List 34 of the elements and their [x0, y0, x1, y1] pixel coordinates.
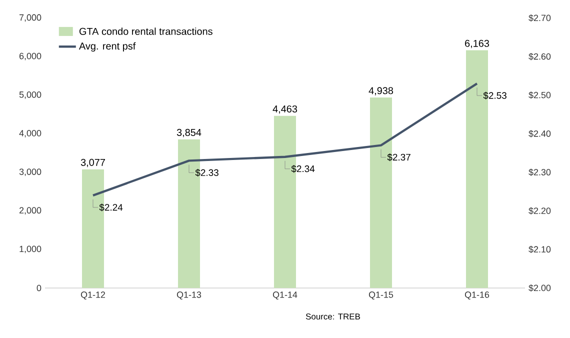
y2-tick-label: $2.10: [528, 246, 551, 254]
data-label: $2.24: [99, 204, 123, 212]
y-tick-label: 7,000: [19, 14, 42, 22]
y-tick-label: 4,000: [19, 130, 42, 138]
data-label: 4,938: [368, 87, 394, 96]
data-label: 3,077: [80, 158, 105, 168]
y2-tick-label: $2.70: [528, 14, 551, 22]
data-label: 4,463: [272, 105, 298, 114]
y-tick-label: 6,000: [19, 52, 42, 60]
y-tick-label: 5,000: [19, 91, 42, 99]
legend-label: GTA condo rental transactions: [79, 28, 212, 35]
legend-label: Avg. rent psf: [79, 42, 136, 52]
y-tick-label: 2,000: [19, 207, 42, 215]
data-label: $2.34: [291, 165, 315, 173]
y-tick-label: 3,000: [19, 168, 42, 176]
y-tick-label: 1,000: [20, 246, 42, 254]
x-tick-label: Q1-16: [464, 292, 490, 300]
data-label: $2.53: [483, 92, 506, 100]
data-label: $2.37: [387, 153, 410, 162]
y-tick-label: 0: [36, 284, 42, 292]
x-tick-label: Q1-15: [368, 292, 394, 300]
y2-tick-label: $2.50: [528, 92, 551, 99]
x-tick-label: Q1-14: [272, 292, 298, 300]
x-tick-label: Q1-12: [80, 292, 106, 300]
y2-tick-label: $2.20: [528, 207, 551, 214]
y2-tick-label: $2.60: [528, 52, 551, 60]
x-tick-label: Q1-13: [176, 292, 202, 300]
y2-tick-label: $2.00: [528, 284, 551, 292]
y2-tick-label: $2.40: [528, 130, 551, 138]
y2-tick-label: $2.30: [528, 168, 551, 176]
data-label: 6,163: [465, 40, 490, 48]
data-label: 3,854: [176, 128, 202, 138]
source-note: Source: TREB: [306, 314, 360, 320]
data-label: $2.33: [195, 168, 218, 177]
